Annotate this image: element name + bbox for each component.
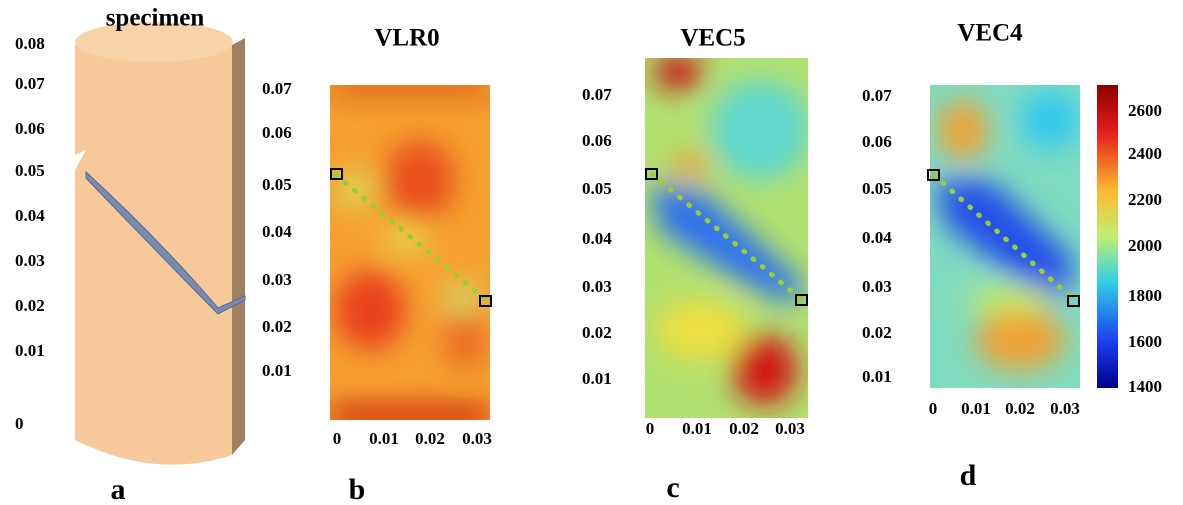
y-tick-label: 0.06 [582,131,612,150]
y-tick-label: 0.01 [582,369,612,388]
y-tick-label: 0.02 [862,323,892,342]
y-tick-label: 0.02 [582,323,612,342]
colorbar-tick-label: 1800 [1128,286,1162,305]
y-tick-label: 0.05 [15,161,45,180]
x-tick-label: 0.03 [775,419,805,438]
panel-title: specimen [106,5,205,32]
y-tick-label: 0.02 [262,317,292,336]
x-tick-label: 0.03 [1050,399,1080,418]
x-tick-label: 0.01 [961,399,991,418]
y-tick-label: 0.04 [262,222,292,241]
y-tick-label: 0.01 [262,361,292,380]
y-tick-label: 0.05 [582,179,612,198]
heatmap [645,58,808,418]
colorbar-tick-label: 1600 [1128,332,1162,351]
y-tick-label: 0.08 [15,34,45,53]
x-tick-label: 0 [646,419,655,438]
y-tick-label: 0.03 [262,270,292,289]
x-tick-label: 0.02 [1005,399,1035,418]
y-tick-label: 0.07 [862,86,892,105]
y-tick-label: 0.01 [862,367,892,386]
y-tick-label: 0.07 [262,79,292,98]
y-tick-label: 0.04 [15,206,45,225]
crack-path [330,168,1080,307]
y-tick-label: 0.03 [862,277,892,296]
x-tick-label: 0.03 [462,429,492,448]
panel-title: VEC4 [957,20,1023,47]
x-tick-label: 0.02 [415,429,445,448]
panel-title: VLR0 [374,25,439,52]
colorbar-tick-label: 2000 [1128,236,1162,255]
y-tick-label: 0.01 [15,341,45,360]
y-tick-label: 0.03 [582,277,612,296]
y-tick-label: 0.06 [15,119,45,138]
colorbar [1097,85,1118,388]
panel-label: a [111,473,126,505]
y-tick-label: 0.03 [15,251,45,270]
x-tick-label: 0.02 [729,419,759,438]
panel-label: b [349,473,366,505]
y-tick-label: 0.04 [862,228,892,247]
y-tick-label: 0.04 [582,229,612,248]
colorbar-tick-label: 2200 [1128,190,1162,209]
y-tick-label: 0.06 [262,123,292,142]
y-tick-label: 0.07 [15,74,45,93]
panel-label: d [960,459,977,492]
y-tick-label: 0.05 [262,175,292,194]
y-tick-label: 0.07 [582,85,612,104]
specimen-drawing [75,22,246,465]
y-tick-label: 0.05 [862,179,892,198]
panel-title: VEC5 [680,25,745,52]
colorbar-tick-label: 2400 [1128,144,1162,163]
x-tick-label: 0.01 [682,419,712,438]
heatmap [930,85,1080,388]
colorbar-tick-label: 2600 [1128,101,1162,120]
y-tick-label: 0.06 [862,132,892,151]
colorbar-tick-label: 1400 [1128,377,1162,396]
x-tick-label: 0.01 [369,429,399,448]
panel-label: c [666,471,679,504]
x-tick-label: 0 [333,429,342,448]
y-tick-label: 0.02 [15,296,45,315]
x-tick-label: 0 [929,399,938,418]
heatmap [330,85,490,420]
y-tick-label: 0 [15,414,24,433]
